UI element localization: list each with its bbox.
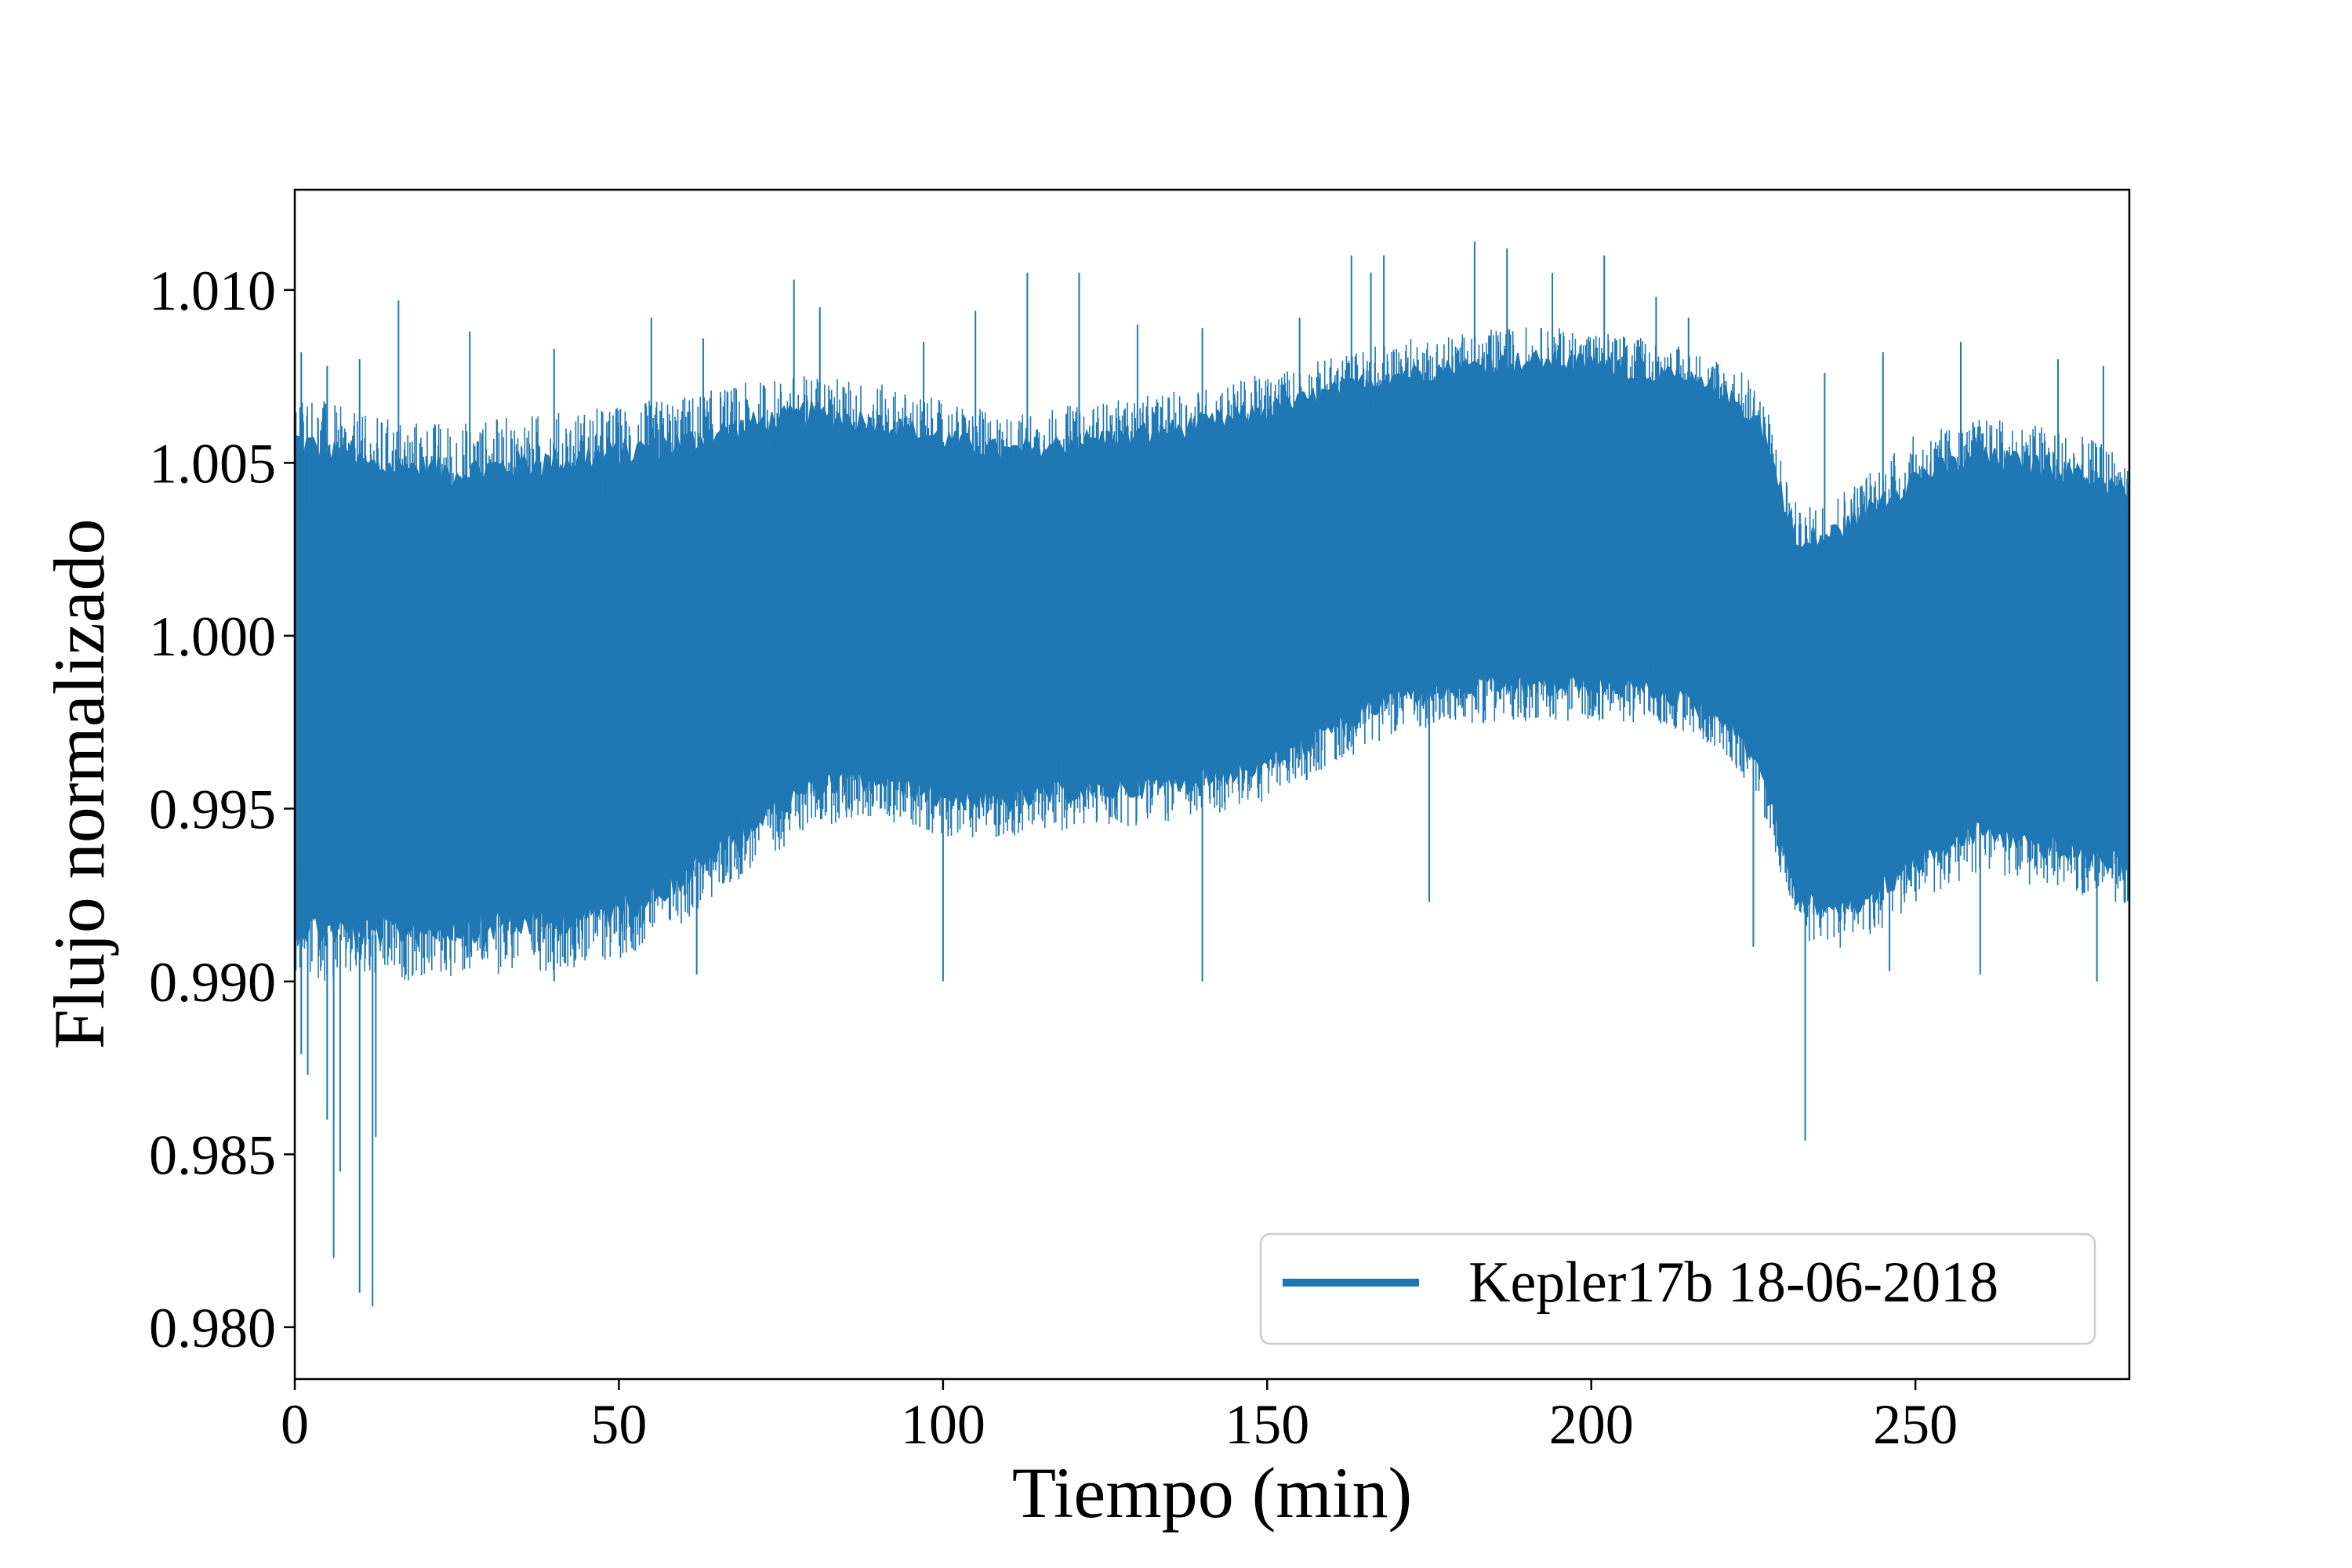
legend: Kepler17b 18-06-2018 bbox=[1259, 1232, 2096, 1345]
y-tick-label: 0.995 bbox=[149, 778, 276, 840]
plot-area bbox=[295, 241, 2129, 1307]
x-axis: 0 50 100 150 200 250 bbox=[281, 1379, 1958, 1456]
series-noise bbox=[295, 327, 2129, 981]
x-axis-label: Tiempo (min) bbox=[1012, 1453, 1412, 1533]
x-tick-label: 200 bbox=[1549, 1393, 1634, 1456]
y-axis-label: Flujo normalizado bbox=[39, 518, 119, 1049]
x-tick-label: 0 bbox=[281, 1393, 309, 1456]
x-tick-label: 150 bbox=[1225, 1393, 1309, 1456]
series-spikes bbox=[300, 241, 2104, 1307]
y-tick-label: 0.985 bbox=[149, 1123, 276, 1186]
y-tick-label: 0.980 bbox=[149, 1297, 276, 1359]
x-tick-label: 250 bbox=[1873, 1393, 1958, 1456]
plot-frame bbox=[293, 188, 2131, 1381]
legend-box bbox=[1259, 1232, 2096, 1345]
y-axis: 0.980 0.985 0.990 0.995 1.000 1.005 1.010 bbox=[149, 260, 295, 1359]
x-tick-label: 100 bbox=[901, 1393, 985, 1456]
x-tick-label: 50 bbox=[590, 1393, 647, 1456]
series-layer bbox=[295, 241, 2129, 1307]
legend-label: Kepler17b 18-06-2018 bbox=[1468, 1250, 1998, 1315]
y-tick-label: 1.005 bbox=[149, 432, 276, 495]
y-tick-label: 0.990 bbox=[149, 951, 276, 1014]
y-tick-label: 1.000 bbox=[149, 605, 276, 668]
y-tick-label: 1.010 bbox=[149, 260, 276, 322]
